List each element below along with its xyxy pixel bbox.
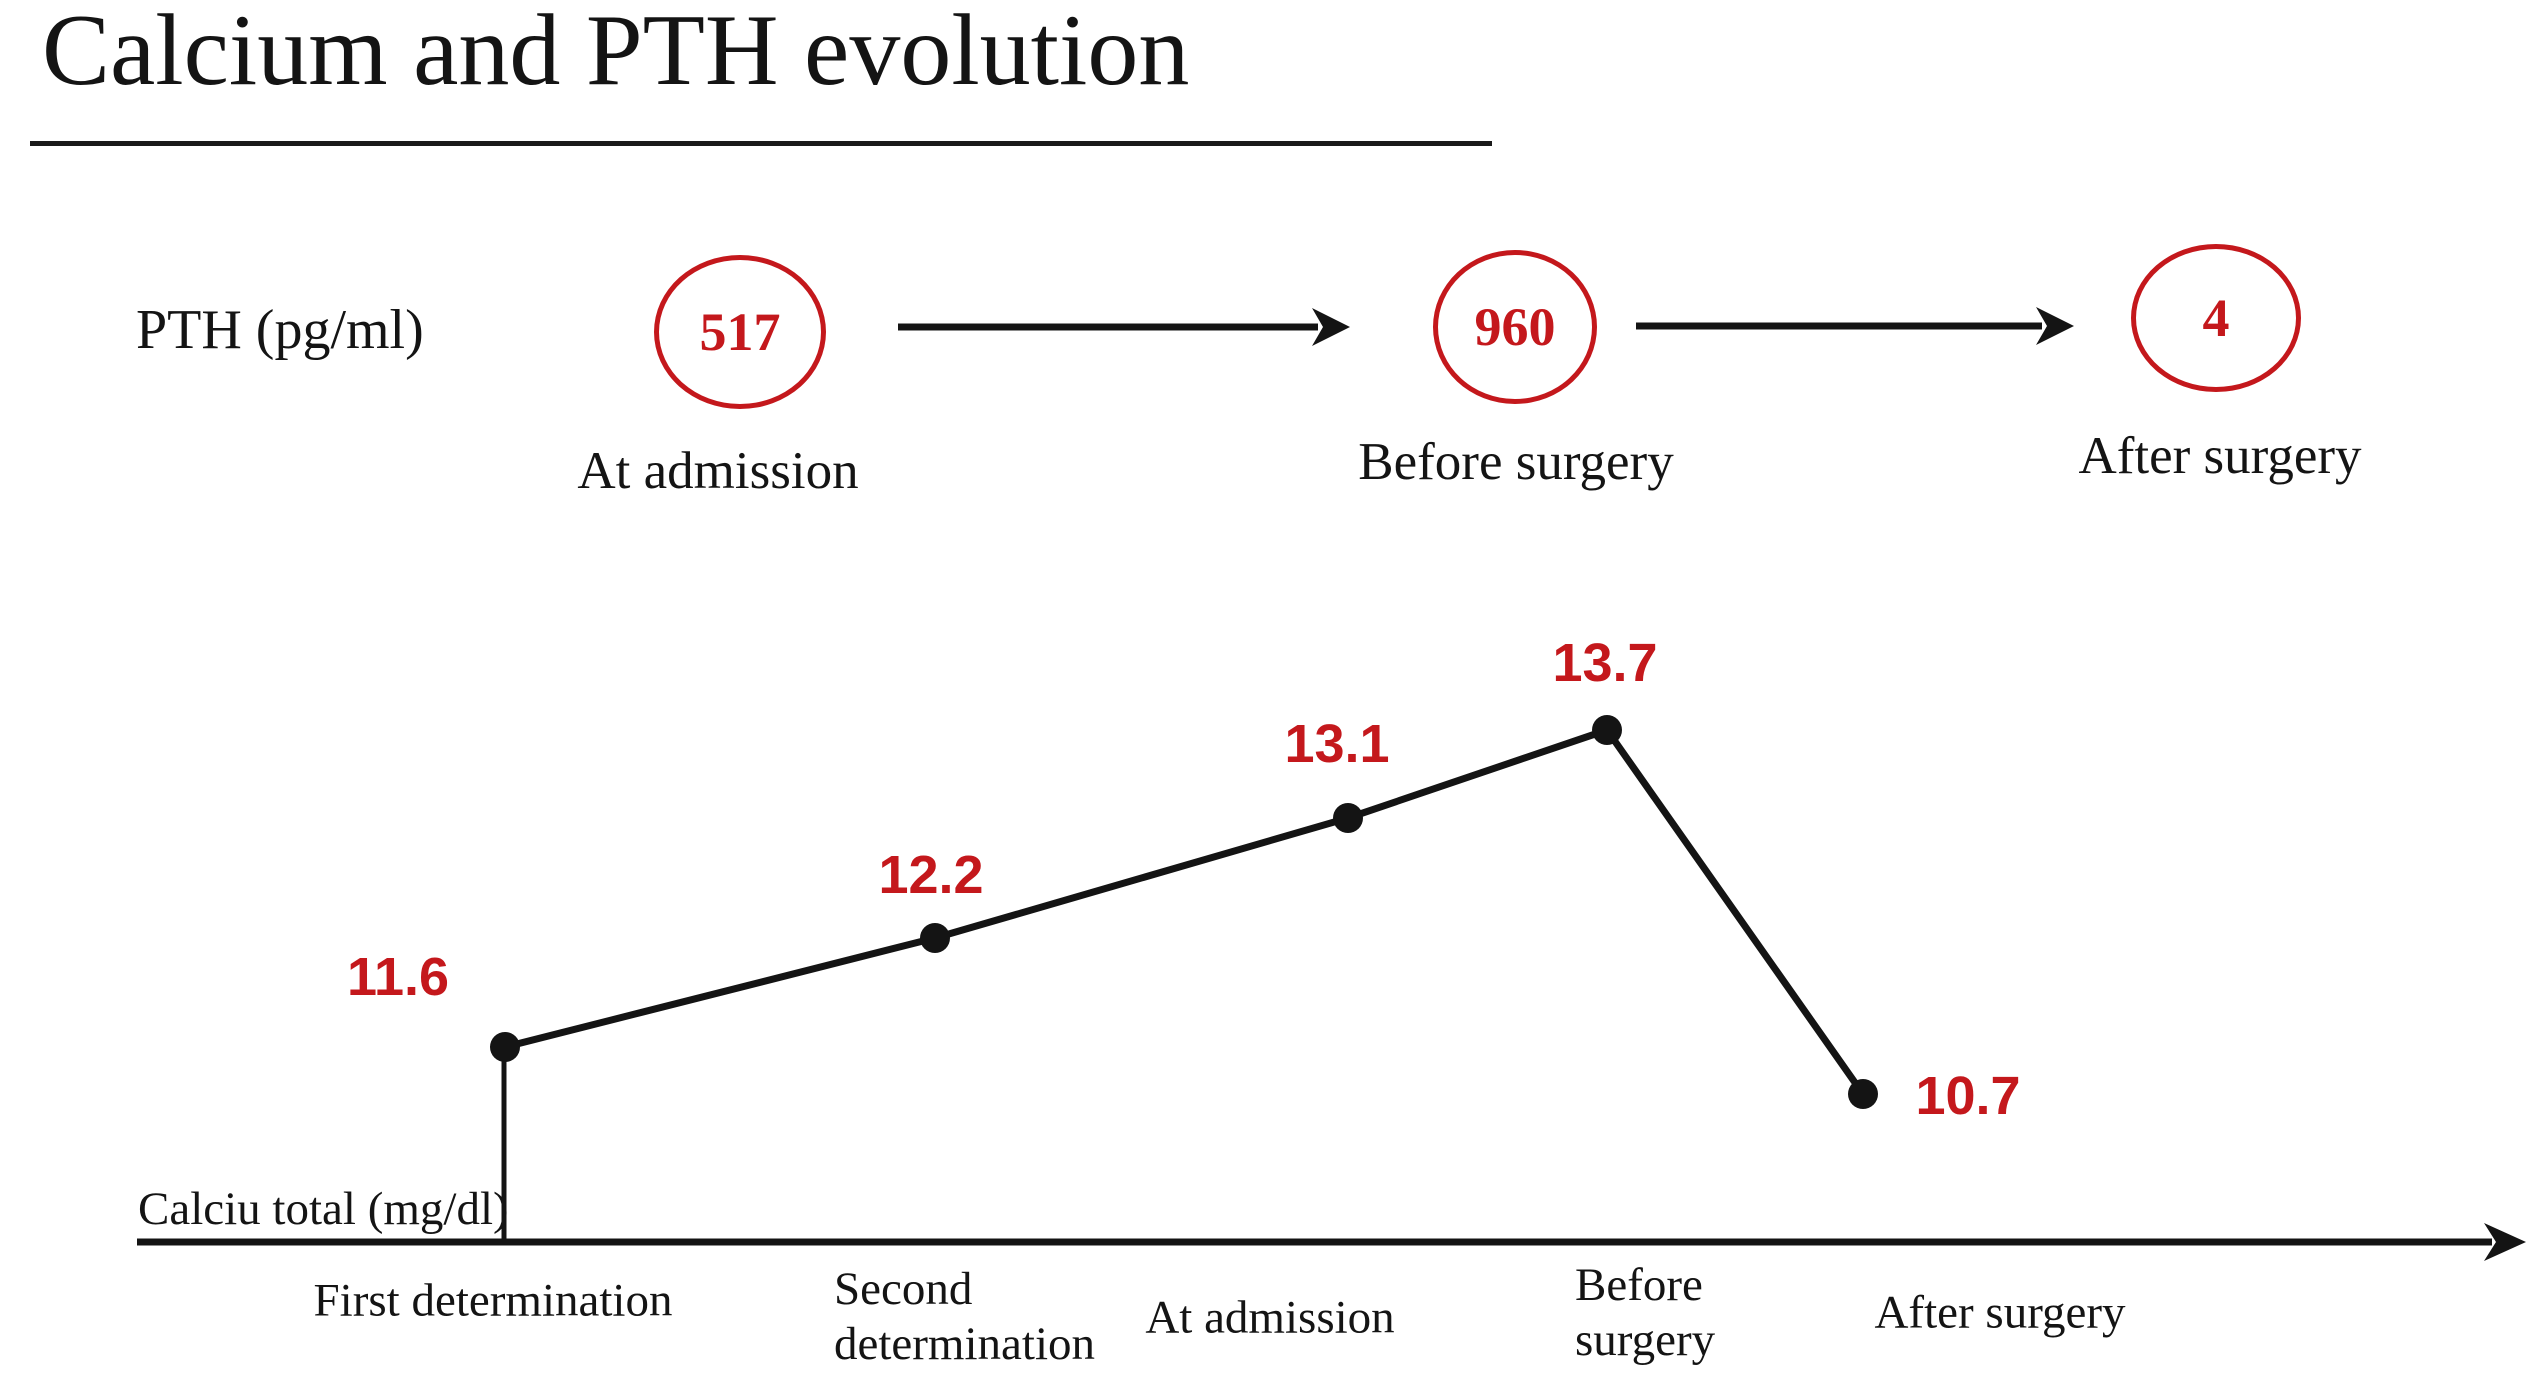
x-label-before-surgery: Before surgery [1575, 1259, 1716, 1367]
data-point-marker-first-determination [490, 1032, 520, 1062]
data-point-marker-before-surgery [1592, 715, 1622, 745]
pth-circle-after-surgery: 4 [2131, 244, 2301, 392]
calcium-value-label-first-determination: 11.6 [346, 947, 450, 1007]
data-point-marker-second-determination [920, 923, 950, 953]
calcium-value-label-after-surgery: 10.7 [1915, 1066, 2021, 1126]
pth-stage-label-at-admission: At admission [577, 441, 859, 500]
calcium-value-label-at-admission: 13.1 [1284, 714, 1390, 774]
page-title: Calcium and PTH evolution [42, 0, 1190, 107]
x-label-after-surgery: After surgery [1874, 1286, 2126, 1339]
x-label-second-determination: Second determination [834, 1263, 1096, 1371]
x-label-at-admission: At admission [1145, 1291, 1395, 1344]
pth-circle-at-admission: 517 [654, 255, 826, 409]
pth-value-after-surgery: 4 [2202, 288, 2230, 348]
pth-stage-label-before-surgery: Before surgery [1358, 432, 1674, 491]
x-label-first-determination: First determination [313, 1274, 673, 1327]
pth-row-label: PTH (pg/ml) [136, 299, 424, 361]
data-point-marker-at-admission [1333, 803, 1363, 833]
pth-arrow-2-head-icon [2036, 307, 2074, 345]
pth-arrow-1-head-icon [1312, 308, 1350, 346]
data-point-marker-after-surgery [1848, 1079, 1878, 1109]
title-underline [30, 141, 1492, 146]
pth-value-before-surgery: 960 [1474, 297, 1556, 357]
calcium-value-label-before-surgery: 13.7 [1552, 633, 1658, 693]
pth-stage-label-after-surgery: After surgery [2078, 426, 2362, 485]
calcium-value-label-second-determination: 12.2 [878, 845, 984, 905]
x-axis-arrowhead-icon [2484, 1223, 2526, 1261]
pth-value-at-admission: 517 [699, 302, 781, 362]
calcium-axis-label: Calciu total (mg/dl) [138, 1183, 509, 1235]
pth-circle-before-surgery: 960 [1433, 250, 1597, 404]
calcium-series-line [504, 726, 1866, 1097]
